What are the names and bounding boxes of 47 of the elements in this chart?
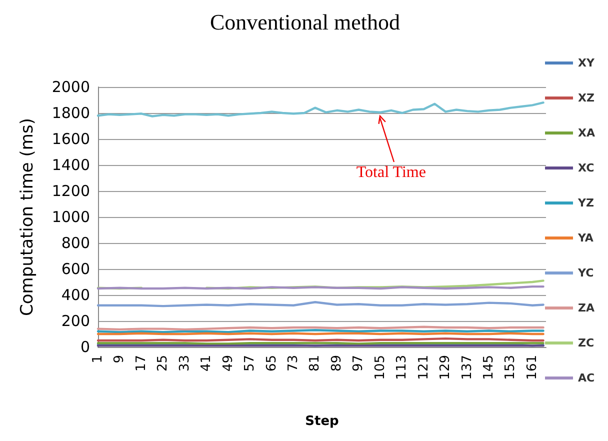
x-tick-label: 153: [503, 355, 518, 380]
legend-label: XC: [578, 162, 594, 174]
y-tick-label: 1400: [52, 156, 90, 174]
x-tick-label: 25: [156, 355, 171, 372]
x-axis-title: Step: [305, 414, 339, 429]
x-tick-label: 113: [394, 355, 410, 380]
x-tick-label: 81: [308, 355, 323, 372]
x-tick-label: 65: [264, 355, 280, 372]
y-tick-label: 600: [61, 260, 90, 278]
y-tick-label: 400: [61, 286, 90, 304]
y-tick-label: 200: [61, 312, 90, 330]
x-tick-label: 121: [416, 355, 432, 380]
legend-label: AC: [578, 372, 595, 384]
x-tick-label: 41: [199, 355, 214, 372]
legend-label: XA: [578, 126, 596, 140]
annotation: Total Time: [356, 164, 426, 182]
x-tick-label: 17: [134, 355, 149, 372]
y-tick-label: 1000: [52, 208, 90, 226]
legend-label: XZ: [578, 92, 594, 104]
legend-label: YA: [577, 232, 594, 244]
x-tick-label: 49: [220, 355, 236, 372]
x-tick-label: 57: [242, 355, 258, 372]
x-tick-label: 145: [481, 355, 496, 380]
legend-label: ZC: [578, 336, 594, 350]
x-tick-label: 9: [112, 355, 128, 364]
y-tick-label: 1600: [52, 130, 90, 148]
x-tick-label: 1: [90, 355, 106, 364]
x-tick-label: 129: [438, 355, 454, 380]
x-tick-label: 73: [286, 355, 301, 372]
chart-title: Conventional method: [210, 10, 400, 34]
x-tick-label: 161: [524, 355, 540, 380]
y-tick-label: 1200: [52, 182, 90, 200]
x-tick-label: 33: [177, 355, 192, 372]
legend-label: YZ: [577, 196, 594, 210]
y-tick-label: 800: [61, 234, 90, 252]
y-tick-label: 0: [80, 338, 90, 356]
x-tick-label: 97: [351, 355, 366, 372]
x-tick-label: 89: [329, 355, 344, 372]
y-tick-label: 2000: [52, 78, 90, 96]
x-tick-label: 137: [460, 355, 475, 380]
legend-label: XY: [578, 56, 596, 70]
legend-label: ZA: [578, 302, 595, 314]
y-tick-label: 1800: [52, 104, 90, 122]
y-axis-title: Computation time (ms): [18, 118, 38, 316]
line-series: [96, 102, 544, 118]
x-tick-label: 105: [372, 355, 388, 380]
legend-label: YC: [577, 266, 594, 280]
